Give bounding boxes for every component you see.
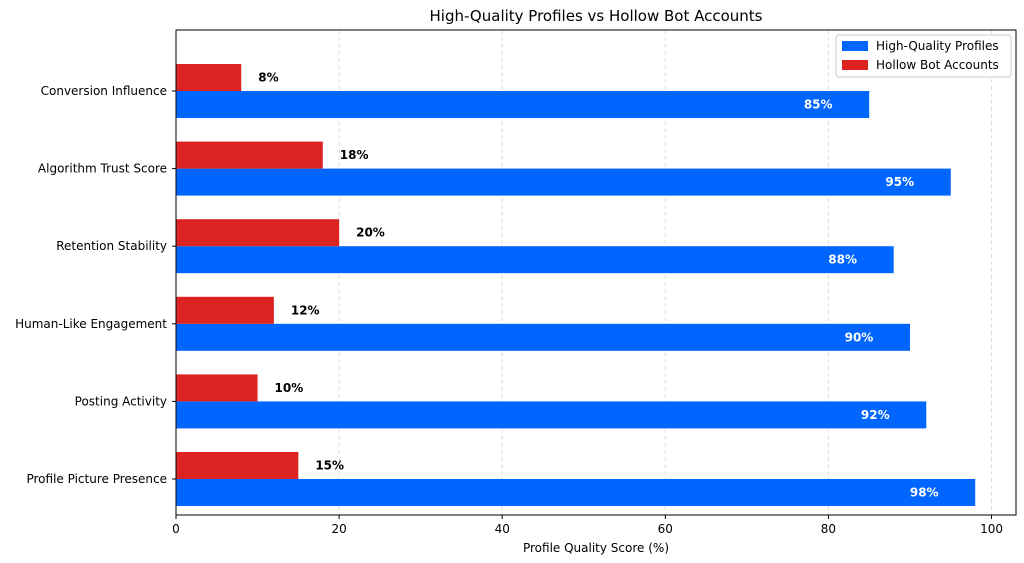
y-axis-ticks: Profile Picture Presence Posting Activity…: [15, 84, 176, 486]
x-tick-label-20: 20: [331, 522, 346, 536]
x-axis-ticks: 0 20 40 60 80 100: [172, 515, 1003, 536]
value-label-high-quality-algorithm-trust-score: 95%: [885, 175, 914, 189]
legend: High-Quality Profiles Hollow Bot Account…: [835, 34, 1012, 78]
bar-hollow-bot-retention-stability: [176, 219, 340, 247]
bar-hollow-bot-profile-picture-presence: [176, 452, 299, 479]
legend-swatch-high-quality: [842, 41, 868, 51]
bar-hollow-bot-posting-activity: [176, 374, 258, 402]
bar-high-quality-algorithm-trust-score: [176, 168, 951, 196]
value-label-high-quality-retention-stability: 88%: [828, 253, 857, 267]
y-tick-label-posting-activity: Posting Activity: [75, 394, 167, 408]
legend-box: [835, 34, 1012, 78]
chart-title: High-Quality Profiles vs Hollow Bot Acco…: [430, 7, 763, 25]
bars: [176, 64, 976, 506]
y-tick-label-conversion-influence: Conversion Influence: [41, 84, 167, 98]
legend-label-high-quality: High-Quality Profiles: [876, 39, 999, 53]
bar-high-quality-posting-activity: [176, 401, 927, 429]
value-label-hollow-bot-posting-activity: 10%: [275, 381, 304, 395]
legend-label-hollow-bot: Hollow Bot Accounts: [876, 58, 999, 72]
value-label-high-quality-human-like-engagement: 90%: [845, 330, 874, 344]
value-label-hollow-bot-retention-stability: 20%: [356, 226, 385, 240]
y-tick-label-profile-picture-presence: Profile Picture Presence: [26, 472, 167, 486]
value-label-high-quality-conversion-influence: 85%: [804, 98, 833, 112]
y-tick-label-human-like-engagement: Human-Like Engagement: [15, 317, 167, 331]
y-tick-label-algorithm-trust-score: Algorithm Trust Score: [38, 162, 167, 176]
x-tick-label-0: 0: [172, 522, 180, 536]
value-labels: 98% 15% 92% 10% 90% 12% 88% 20% 95% 18% 85% 8%: [258, 71, 938, 500]
value-label-hollow-bot-profile-picture-presence: 15%: [315, 459, 344, 473]
value-label-hollow-bot-algorithm-trust-score: 18%: [340, 148, 369, 162]
bar-hollow-bot-algorithm-trust-score: [176, 141, 323, 169]
x-axis-label: Profile Quality Score (%): [523, 541, 669, 555]
value-label-high-quality-posting-activity: 92%: [861, 408, 890, 422]
value-label-high-quality-profile-picture-presence: 98%: [910, 486, 939, 500]
bar-high-quality-retention-stability: [176, 246, 894, 274]
bar-hollow-bot-conversion-influence: [176, 64, 242, 91]
value-label-hollow-bot-conversion-influence: 8%: [258, 71, 278, 85]
y-tick-label-retention-stability: Retention Stability: [56, 239, 167, 253]
x-tick-label-60: 60: [658, 522, 673, 536]
bar-hollow-bot-human-like-engagement: [176, 296, 274, 324]
bar-high-quality-conversion-influence: [176, 91, 870, 118]
bar-high-quality-human-like-engagement: [176, 323, 910, 351]
x-tick-label-100: 100: [980, 522, 1003, 536]
bar-high-quality-profile-picture-presence: [176, 479, 976, 506]
value-label-hollow-bot-human-like-engagement: 12%: [291, 303, 320, 317]
x-tick-label-80: 80: [821, 522, 836, 536]
plot-frame: [175, 29, 1017, 516]
legend-swatch-hollow-bot: [842, 60, 868, 70]
x-tick-label-40: 40: [495, 522, 510, 536]
